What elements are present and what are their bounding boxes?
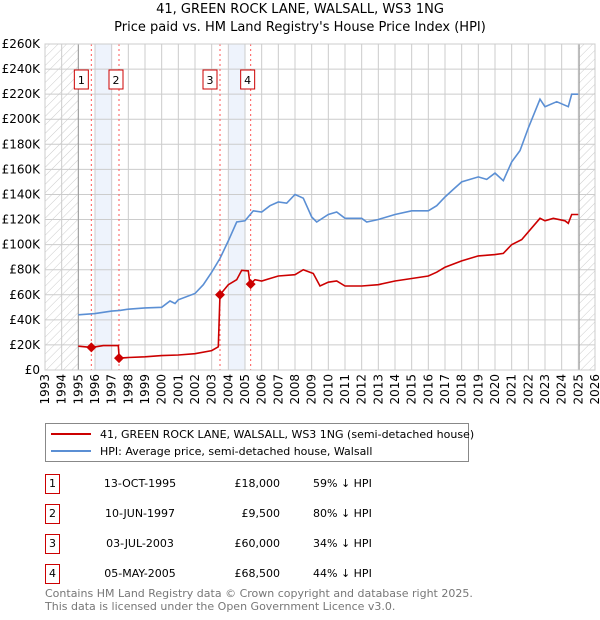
- x-tick-label: 2023: [538, 374, 552, 405]
- legend-label-property: 41, GREEN ROCK LANE, WALSALL, WS3 1NG (s…: [100, 427, 475, 441]
- transaction-number: 2: [45, 504, 60, 524]
- legend-swatch-property: [51, 433, 91, 435]
- sale-point: [215, 289, 225, 300]
- y-tick-label: £100K: [2, 238, 42, 252]
- sale-label-box: [108, 69, 124, 90]
- sale-label-box: [240, 69, 256, 90]
- sale-label: 3: [207, 74, 214, 87]
- x-tick-label: 2008: [288, 374, 302, 405]
- x-tick-label: 2015: [405, 374, 419, 405]
- y-tick-label: £260K: [2, 37, 42, 51]
- transaction-date: 03-JUL-2003: [106, 537, 174, 550]
- sale-label: 4: [244, 74, 251, 87]
- x-tick-label: 2020: [488, 374, 502, 405]
- transaction-number: 4: [45, 564, 60, 584]
- y-tick-label: £80K: [9, 263, 41, 277]
- x-tick-label: 2000: [155, 374, 169, 405]
- y-tick-label: £20K: [9, 338, 41, 352]
- legend-item-property: 41, GREEN ROCK LANE, WALSALL, WS3 1NG (s…: [46, 426, 474, 442]
- sale-point: [245, 279, 256, 290]
- chart-subtitle: Price paid vs. HM Land Registry's House …: [114, 20, 486, 35]
- legend-item-hpi: HPI: Average price, semi-detached house,…: [46, 443, 372, 459]
- chart-title: 41, GREEN ROCK LANE, WALSALL, WS3 1NG: [156, 2, 444, 17]
- y-tick-label: £120K: [2, 213, 42, 227]
- x-tick-label: 2016: [421, 374, 435, 405]
- x-tick-label: 1998: [121, 374, 135, 405]
- x-tick-label: 2012: [355, 374, 369, 405]
- x-tick-label: 2005: [238, 374, 252, 405]
- sale-point: [114, 353, 124, 364]
- x-tick-label: 1995: [71, 374, 85, 405]
- sale-label-box: [73, 69, 89, 90]
- x-tick-label: 2002: [188, 374, 202, 405]
- shaded-band: [228, 44, 245, 370]
- legend: 41, GREEN ROCK LANE, WALSALL, WS3 1NG (s…: [45, 423, 474, 462]
- y-tick-label: £160K: [2, 162, 42, 176]
- transaction-hpi-diff: 59% ↓ HPI: [313, 477, 372, 490]
- x-tick-label: 1999: [138, 374, 152, 405]
- transaction-price: £68,500: [234, 567, 281, 580]
- x-tick-label: 1997: [105, 374, 119, 405]
- y-tick-label: £140K: [2, 187, 42, 201]
- x-tick-label: 2017: [438, 374, 452, 405]
- x-tick-label: 2014: [388, 374, 402, 405]
- plot-border: [44, 43, 596, 371]
- x-tick-label: 2001: [171, 374, 185, 405]
- x-tick-label: 2022: [521, 374, 535, 405]
- footer-copyright: Contains HM Land Registry data © Crown c…: [45, 587, 473, 600]
- x-tick-label: 2013: [371, 374, 385, 405]
- transaction-price: £60,000: [234, 537, 281, 550]
- property-price-line: [78, 213, 579, 359]
- transaction-price: £9,500: [241, 507, 281, 520]
- sale-label: 1: [78, 74, 85, 87]
- x-tick-label: 2006: [255, 374, 269, 405]
- price-chart: 1993 1994 1995 1996 1997 1998 1999 2000 2001 2002…: [2, 37, 600, 405]
- y-tick-label: £0: [25, 363, 40, 377]
- x-tick-label: 2024: [555, 374, 569, 405]
- transaction-date: 05-MAY-2005: [104, 567, 176, 580]
- x-tick-label: 2026: [588, 374, 600, 405]
- sale-point: [86, 342, 97, 353]
- x-tick-label: 2009: [305, 374, 319, 405]
- x-tick-label: 1996: [88, 374, 102, 405]
- transaction-date: 10-JUN-1997: [104, 507, 176, 520]
- transaction-date: 13-OCT-1995: [103, 477, 177, 490]
- x-tick-label: 2018: [455, 374, 469, 405]
- x-tick-label: 2019: [471, 374, 485, 405]
- sale-label: 2: [113, 74, 120, 87]
- x-tick-label: 1993: [38, 374, 52, 405]
- transaction-hpi-diff: 34% ↓ HPI: [313, 537, 372, 550]
- x-tick-label: 2003: [205, 374, 219, 405]
- y-tick-label: £180K: [2, 137, 42, 151]
- transaction-number: 3: [45, 534, 60, 554]
- transaction-number: 1: [45, 474, 60, 494]
- y-tick-label: £40K: [9, 313, 41, 327]
- transaction-hpi-diff: 44% ↓ HPI: [313, 567, 372, 580]
- legend-swatch-hpi: [51, 450, 91, 452]
- transaction-hpi-diff: 80% ↓ HPI: [313, 507, 372, 520]
- shaded-band: [95, 44, 112, 370]
- x-tick-label: 2025: [571, 374, 585, 405]
- y-tick-label: £220K: [2, 87, 42, 101]
- x-tick-label: 2004: [221, 374, 235, 405]
- x-tick-label: 2021: [505, 374, 519, 405]
- x-tick-label: 1994: [55, 374, 69, 405]
- x-tick-label: 2011: [338, 374, 352, 405]
- x-tick-label: 2007: [271, 374, 285, 405]
- x-tick-label: 2010: [321, 374, 335, 405]
- y-tick-label: £200K: [2, 112, 42, 126]
- sale-label-box: [202, 69, 218, 90]
- footer-licence: This data is licensed under the Open Gov…: [45, 600, 396, 613]
- hatched-region: [579, 44, 595, 370]
- legend-label-hpi: HPI: Average price, semi-detached house,…: [100, 444, 373, 458]
- hpi-line: [78, 93, 579, 316]
- transaction-price: £18,000: [234, 477, 281, 490]
- y-tick-label: £240K: [2, 62, 42, 76]
- y-tick-label: £60K: [9, 288, 41, 302]
